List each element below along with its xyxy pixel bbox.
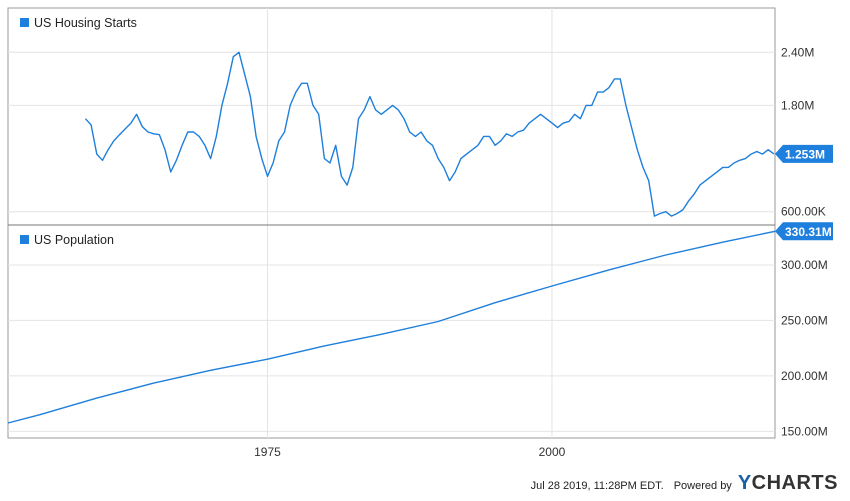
y-tick-label: 250.00M (781, 313, 828, 327)
last-value-marker (775, 144, 833, 163)
y-tick-label: 200.00M (781, 369, 828, 383)
plot-frame (7, 7, 776, 439)
legend-label: US Housing Starts (34, 16, 137, 30)
chart-footer: Jul 28 2019, 11:28PM EDT. Powered by YCH… (531, 472, 838, 495)
ycharts-logo[interactable]: YCHARTS (738, 472, 838, 495)
y-tick-label: 150.00M (781, 424, 828, 438)
timestamp: Jul 28 2019, 11:28PM EDT. (530, 480, 664, 492)
legend-swatch (20, 18, 29, 27)
y-tick-label: 600.00K (781, 205, 826, 219)
series-line (7, 230, 776, 424)
last-value-marker (775, 222, 833, 241)
series-line (84, 51, 775, 217)
legend-label: US Population (34, 233, 114, 247)
y-tick-label: 1.80M (781, 98, 814, 112)
last-value-label: 1.253M (785, 147, 825, 161)
legend-swatch (20, 235, 29, 244)
legend-box (15, 230, 121, 250)
x-tick-label: 2000 (539, 445, 566, 459)
x-tick-label: 1975 (254, 445, 281, 459)
powered-by-text: Powered by (673, 480, 732, 492)
legend-box (15, 13, 144, 33)
last-value-label: 330.31M (785, 225, 832, 239)
y-tick-label: 2.40M (781, 45, 814, 59)
ycharts-logo-y: Y (737, 472, 752, 494)
y-tick-label: 300.00M (781, 258, 828, 272)
ycharts-logo-text: CHARTS (751, 472, 838, 494)
